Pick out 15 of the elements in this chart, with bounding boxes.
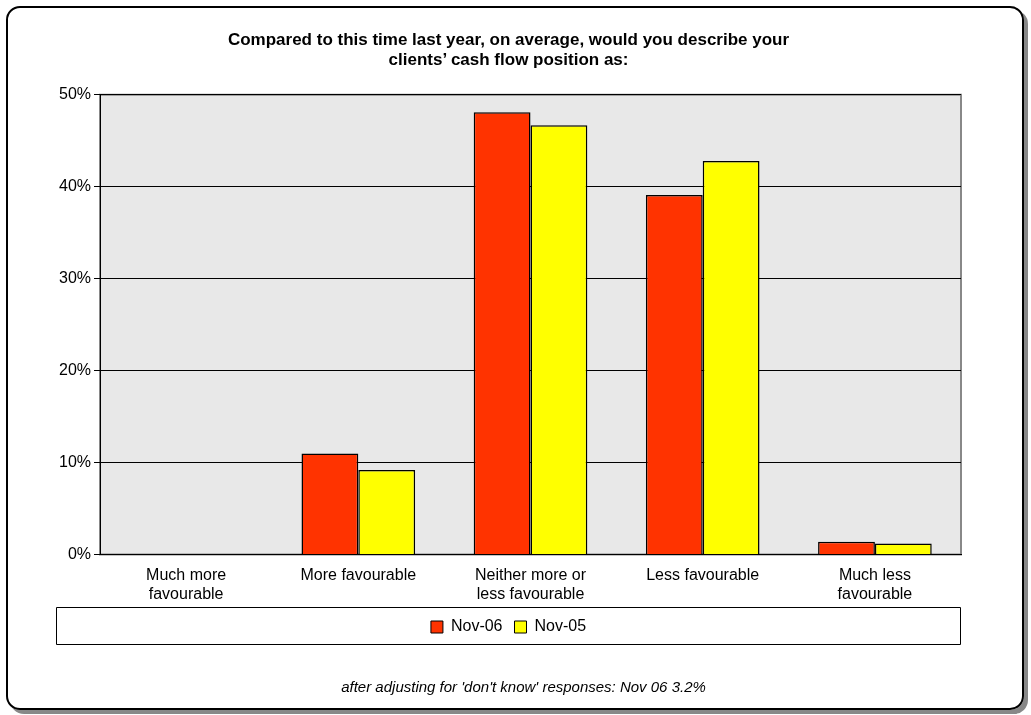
x-tick-label: Neither more or less favourable [474, 565, 587, 602]
y-tick-label: 50% [58, 85, 92, 103]
y-tick-label: 40% [58, 177, 92, 195]
legend-label: Nov-05 [534, 617, 587, 635]
chart-title: Compared to this time last year, on average, would you describe your clients’ cash flow position as: [227, 29, 790, 70]
x-tick-label: Much more favourable [146, 565, 227, 602]
y-tick-label: 0% [67, 545, 92, 563]
x-tick-label: More favourable [300, 565, 417, 583]
y-tick-label: 20% [58, 361, 92, 379]
text: after adjusting for 'don't know' responses: Nov 06 3.2% [341, 678, 706, 696]
x-tick-label: Less favourable [646, 565, 760, 583]
y-tick-label: 30% [58, 269, 92, 287]
legend-label: Nov-06 [450, 617, 503, 635]
x-tick-label: Much less favourable [837, 565, 913, 602]
y-tick-label: 10% [58, 453, 92, 471]
